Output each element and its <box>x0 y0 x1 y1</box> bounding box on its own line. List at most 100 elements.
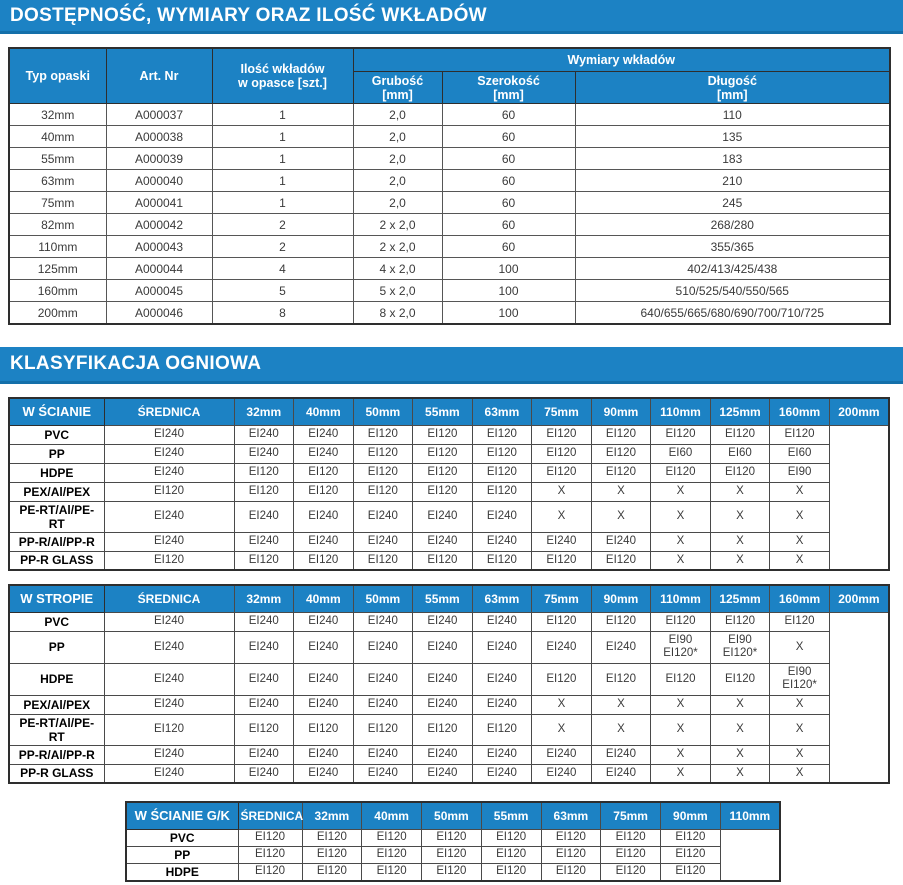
size-header: 55mm <box>412 584 473 613</box>
material-label: PP <box>8 443 105 464</box>
rating-cell: EI120 <box>590 662 652 696</box>
material-label: PE-RT/Al/PE-RT <box>8 713 105 746</box>
rating-cell: EI240 <box>293 744 354 765</box>
ilosc-cell: 5 <box>211 279 354 302</box>
rating-cell: EI120 <box>531 662 592 696</box>
col-header-art-nr: Art. Nr <box>105 47 213 104</box>
rating-cell: EI120 <box>412 443 473 464</box>
material-label: HDPE <box>125 862 239 881</box>
rating-cell: EI120 <box>471 713 533 746</box>
rating-cell: EI120 <box>233 550 295 571</box>
art-nr-cell: A000045 <box>105 279 213 302</box>
header-row: W STROPIE ŚREDNICA 32mm 40mm 50mm 55mm 63mm 75m… <box>8 584 890 613</box>
size-header: 160mm <box>769 584 830 613</box>
szerokosc-cell: 100 <box>441 257 576 280</box>
material-label: PP <box>8 630 105 664</box>
rating-cell: EI240 <box>233 694 295 715</box>
col-header-ilosc-wkladow: Ilość wkładów w opasce [szt.] <box>211 47 354 104</box>
size-header: 55mm <box>480 801 542 830</box>
rating-cell: X <box>769 531 830 552</box>
size-header: 200mm <box>828 397 890 426</box>
rating-cell: EI240 <box>412 500 473 533</box>
rating-cell: EI120 <box>293 550 354 571</box>
rating-cell: EI240 <box>531 531 592 552</box>
rating-cell: X <box>769 481 830 502</box>
rating-cell: X <box>531 694 592 715</box>
dlugosc-cell: 210 <box>574 169 891 192</box>
table-row: 75mm A000041 1 2,0 60 245 <box>8 191 891 214</box>
rating-cell: EI120 <box>480 845 542 864</box>
rating-cell: EI240 <box>471 763 533 784</box>
szerokosc-cell: 60 <box>441 191 576 214</box>
typ-opaski-cell: 55mm <box>8 147 107 170</box>
availability-table: Typ opaski Art. Nr Ilość wkładów w opasc… <box>8 47 892 325</box>
rating-cell: EI120 <box>769 424 830 445</box>
rating-cell: EI240 <box>233 531 295 552</box>
material-label: PVC <box>8 611 105 632</box>
rating-cell: EI120 <box>769 611 830 632</box>
rating-cell: X <box>650 500 711 533</box>
rating-cell: EI240 <box>590 744 652 765</box>
art-nr-cell: A000046 <box>105 301 213 325</box>
grubosc-cell: 4 x 2,0 <box>352 257 443 280</box>
material-label: PP <box>125 845 239 864</box>
rating-cell: EI240 <box>233 443 295 464</box>
rating-cell: EI240 <box>233 662 295 696</box>
rating-cell: X <box>709 763 771 784</box>
fire-table-w-scianie-gk: W ŚCIANIE G/K ŚREDNICA 32mm 40mm 50mm 55mm 63m… <box>125 801 781 882</box>
rating-cell: EI120 <box>471 481 533 502</box>
rating-cell: X <box>590 500 652 533</box>
header-row: W ŚCIANIE ŚREDNICA 32mm 40mm 50mm 55mm 63mm 75m… <box>8 397 890 426</box>
rating-cell: EI120 <box>237 828 303 847</box>
material-label: PEX/Al/PEX <box>8 694 105 715</box>
rating-cell: EI90 EI120* <box>709 630 771 664</box>
rating-cell: EI120 <box>293 713 354 746</box>
rating-cell: X <box>769 550 830 571</box>
table-row: 82mm A000042 2 2 x 2,0 60 268/280 <box>8 213 891 236</box>
rating-cell: EI120 <box>361 845 422 864</box>
rating-cell: EI120 <box>352 713 414 746</box>
size-header: 63mm <box>471 584 533 613</box>
material-label: PVC <box>8 424 105 445</box>
table-row: PP-R GLASS EI240 EI240 EI240 EI240 EI240 EI240… <box>8 763 889 784</box>
rating-cell: X <box>709 744 771 765</box>
size-header: 75mm <box>531 397 592 426</box>
typ-opaski-cell: 160mm <box>8 279 107 302</box>
rating-cell: EI120 <box>361 828 422 847</box>
dlugosc-cell: 510/525/540/550/565 <box>574 279 891 302</box>
rating-cell: EI240 <box>590 630 652 664</box>
size-header: 90mm <box>660 801 721 830</box>
table-row: HDPE EI240 EI240 EI240 EI240 EI240 EI240 EI120 E… <box>8 662 889 696</box>
rating-cell: EI240 <box>352 744 414 765</box>
typ-opaski-cell: 75mm <box>8 191 107 214</box>
rating-cell: EI120 <box>590 424 652 445</box>
grubosc-cell: 5 x 2,0 <box>352 279 443 302</box>
rating-cell: EI120 <box>650 462 711 483</box>
szerokosc-cell: 100 <box>441 279 576 302</box>
rating-cell: EI240 <box>471 630 533 664</box>
rating-cell: EI120 <box>237 862 303 881</box>
rating-cell: EI120 <box>352 424 414 445</box>
size-header: 200mm <box>828 584 890 613</box>
rating-cell: EI120 <box>361 862 422 881</box>
rating-cell: EI120 <box>709 611 771 632</box>
rating-cell: EI240 <box>233 630 295 664</box>
rating-cell: EI120 <box>293 462 354 483</box>
szerokosc-cell: 60 <box>441 147 576 170</box>
size-header: 110mm <box>650 397 711 426</box>
rating-cell: EI240 <box>352 611 414 632</box>
availability-title-bar: DOSTĘPNOŚĆ, WYMIARY ORAZ ILOŚĆ WKŁADÓW <box>0 0 903 34</box>
col-header-wymiary-wkladow: Wymiary wkładów <box>352 47 891 72</box>
rating-cell: X <box>650 744 711 765</box>
size-header: 110mm <box>719 801 781 830</box>
rating-cell: EI240 <box>103 744 235 765</box>
size-header: 63mm <box>540 801 602 830</box>
size-header: 160mm <box>769 397 830 426</box>
rating-cell: EI120 <box>709 424 771 445</box>
table-row: PP EI120 EI120 EI120 EI120 EI120 EI120 EI120 EI1… <box>125 845 780 864</box>
rating-cell: X <box>531 481 592 502</box>
szerokosc-cell: 60 <box>441 235 576 258</box>
ilosc-cell: 1 <box>211 125 354 148</box>
col-header-szerokosc: Szerokość [mm] <box>441 71 576 104</box>
rating-cell: EI240 <box>233 744 295 765</box>
